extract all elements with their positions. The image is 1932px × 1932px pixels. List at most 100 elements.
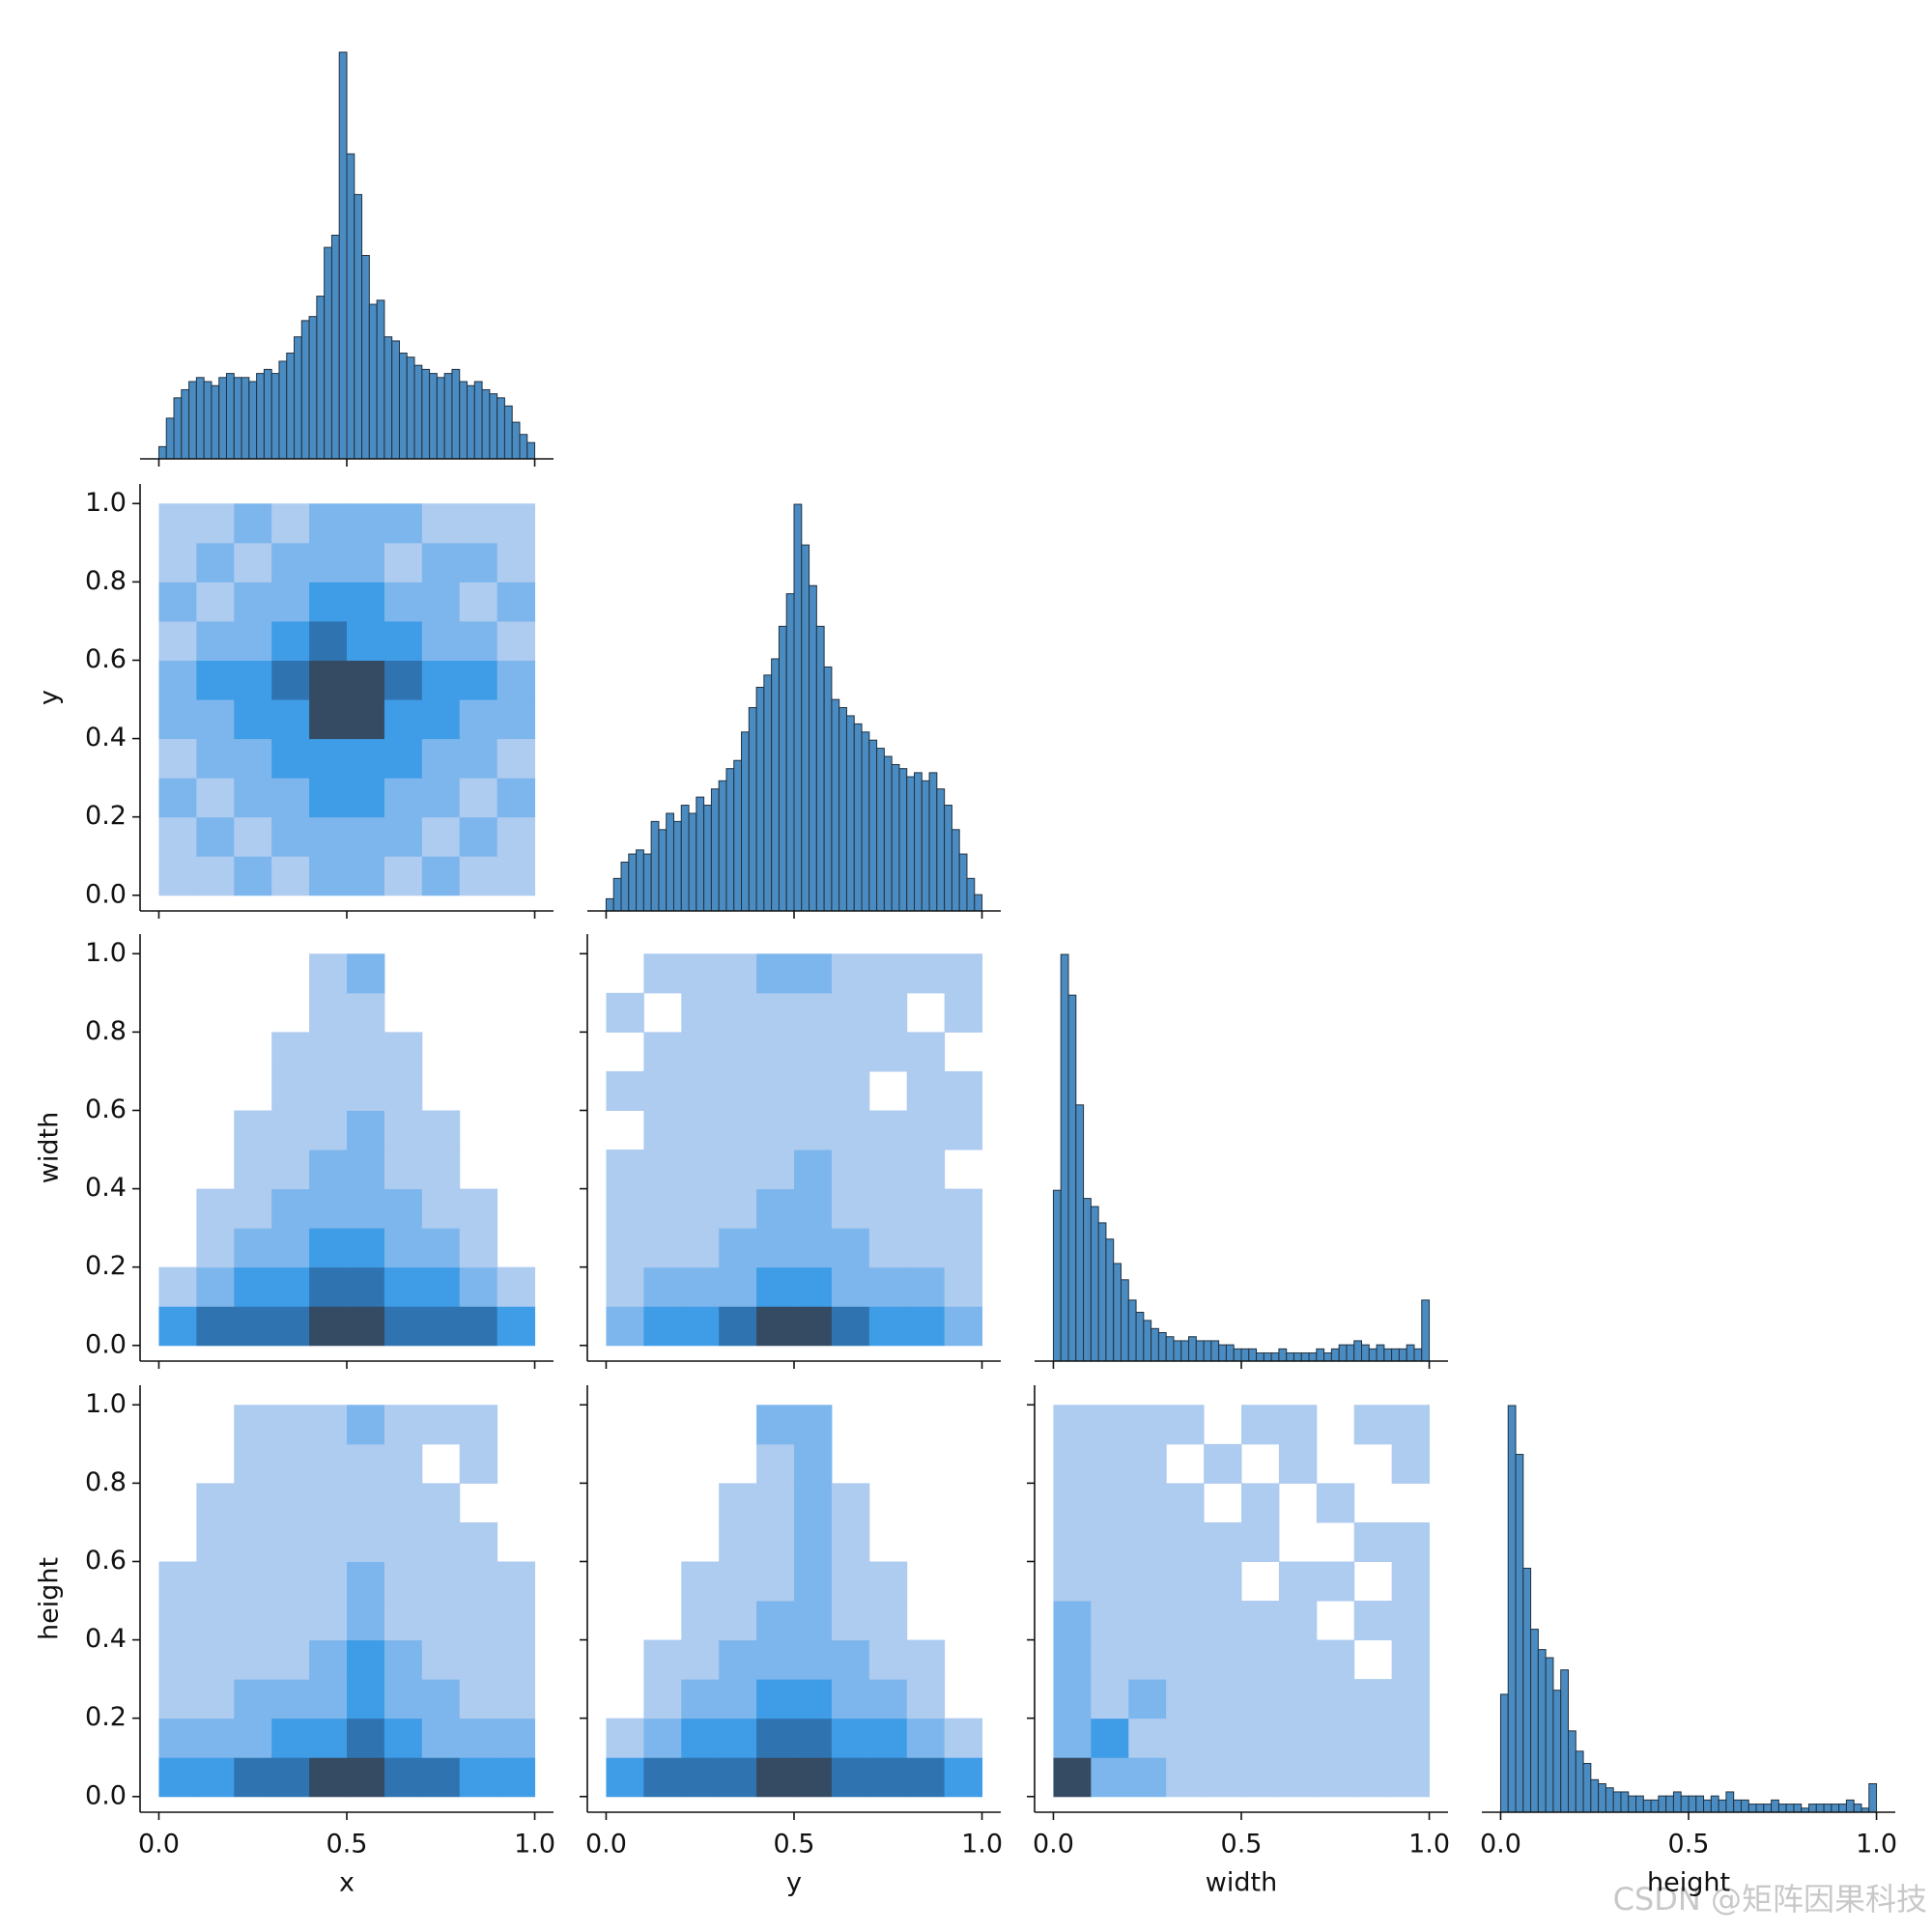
heat-cell — [831, 1561, 870, 1602]
heat-cell — [196, 699, 235, 740]
heat-cell — [906, 1150, 946, 1190]
heat-cell — [868, 992, 908, 1033]
heat-cell — [606, 992, 644, 1033]
hist-bar — [658, 829, 668, 912]
heat-cell — [347, 699, 385, 740]
heat-cell — [347, 856, 385, 896]
heat-cell — [309, 1718, 348, 1758]
heat-cell — [681, 992, 720, 1033]
heat-cell — [271, 699, 310, 740]
heat-cell — [234, 620, 272, 661]
heat-cell — [459, 1228, 498, 1268]
hist-bar — [263, 368, 272, 460]
heat-cell — [234, 1521, 272, 1562]
hist-bar — [771, 658, 780, 912]
heat-cell — [384, 1521, 423, 1562]
hist-bar — [384, 336, 393, 460]
heat-cell — [681, 1718, 720, 1758]
heat-cell — [1241, 1405, 1280, 1445]
hist-bar — [838, 707, 847, 912]
hist-bar — [853, 723, 863, 912]
heat-cell — [347, 620, 385, 661]
hist-bar — [519, 434, 528, 460]
heat-cell — [271, 660, 310, 700]
hist-bar — [1545, 1657, 1554, 1813]
hist-bar — [755, 686, 765, 912]
hist-bar — [1293, 1352, 1302, 1362]
hist-bar — [1203, 1340, 1212, 1362]
heat-cell — [196, 1188, 235, 1229]
hist-bar — [1808, 1804, 1817, 1813]
hist-bar — [936, 788, 946, 912]
heat-cell — [1316, 1718, 1355, 1758]
y-tick-label: 0.8 — [85, 566, 127, 596]
heat-cell — [421, 542, 461, 582]
heat-cell — [459, 660, 498, 700]
hist-bar — [459, 381, 469, 460]
heat-cell — [309, 1679, 348, 1719]
heat-cell — [309, 778, 348, 818]
heat-cell — [271, 1228, 310, 1268]
heat-cell — [719, 1188, 757, 1229]
heat-cell — [944, 1110, 983, 1151]
hist-bar — [1248, 1348, 1258, 1362]
heat-cell — [1241, 1521, 1280, 1562]
heat-cell — [497, 816, 536, 857]
heat-cell — [944, 1188, 983, 1229]
hist-bar — [1628, 1795, 1637, 1813]
heat-cell — [158, 856, 197, 896]
heat-cell — [384, 542, 423, 582]
heat-cell — [681, 1266, 720, 1307]
hist-bar — [1097, 1222, 1107, 1362]
heat-cell — [643, 1070, 682, 1111]
hist-bar — [672, 820, 682, 912]
heat-cell — [868, 1228, 908, 1268]
hist-bar — [1499, 1693, 1509, 1813]
heat-cell — [906, 1110, 946, 1151]
heat-cell — [309, 1443, 348, 1484]
hist-bar — [1612, 1791, 1622, 1813]
heat-cell — [497, 503, 536, 544]
heat-cell — [831, 992, 870, 1033]
heat-cell — [234, 816, 272, 857]
heat-cell — [643, 953, 682, 994]
heat-cell — [719, 953, 757, 994]
heat-cell — [497, 620, 536, 661]
hist-bar — [195, 377, 205, 460]
hist-bar — [680, 805, 690, 912]
hist-bar — [338, 51, 348, 460]
y-tick-label: 0.2 — [85, 801, 127, 831]
heat-cell — [868, 1679, 908, 1719]
heat-cell — [868, 1150, 908, 1190]
heat-cell — [606, 1718, 644, 1758]
hist-bar — [628, 853, 638, 912]
heat-cell — [421, 1306, 461, 1347]
heat-cell — [421, 1757, 461, 1798]
heat-cell — [421, 1188, 461, 1229]
hist-bar — [181, 388, 190, 460]
hist-bar — [891, 763, 900, 912]
x-tick-label: 0.5 — [327, 1830, 368, 1860]
heat-cell — [868, 1266, 908, 1307]
heat-cell — [271, 1032, 310, 1072]
heat-cell — [234, 778, 272, 818]
heat-cell — [309, 699, 348, 740]
heat-cell — [347, 503, 385, 544]
hist-bar — [1567, 1730, 1577, 1813]
heat-cell — [196, 816, 235, 857]
hist-bar — [1590, 1778, 1600, 1813]
heat-cell — [309, 1639, 348, 1680]
y-axis-label: width — [35, 1112, 65, 1183]
heat-cell — [271, 856, 310, 896]
heat-cell — [1053, 1757, 1092, 1798]
x-tick-label: 0.5 — [1668, 1830, 1710, 1860]
heat-cell — [271, 1266, 310, 1307]
x-tick-label: 1.0 — [1856, 1830, 1897, 1860]
hist-bar — [354, 193, 363, 460]
heat-cell — [271, 1483, 310, 1523]
heat-cell — [1128, 1601, 1167, 1641]
heat-cell — [459, 503, 498, 544]
heat-cell — [1166, 1561, 1205, 1602]
heat-cell — [196, 620, 235, 661]
hist-bar — [1530, 1629, 1539, 1813]
